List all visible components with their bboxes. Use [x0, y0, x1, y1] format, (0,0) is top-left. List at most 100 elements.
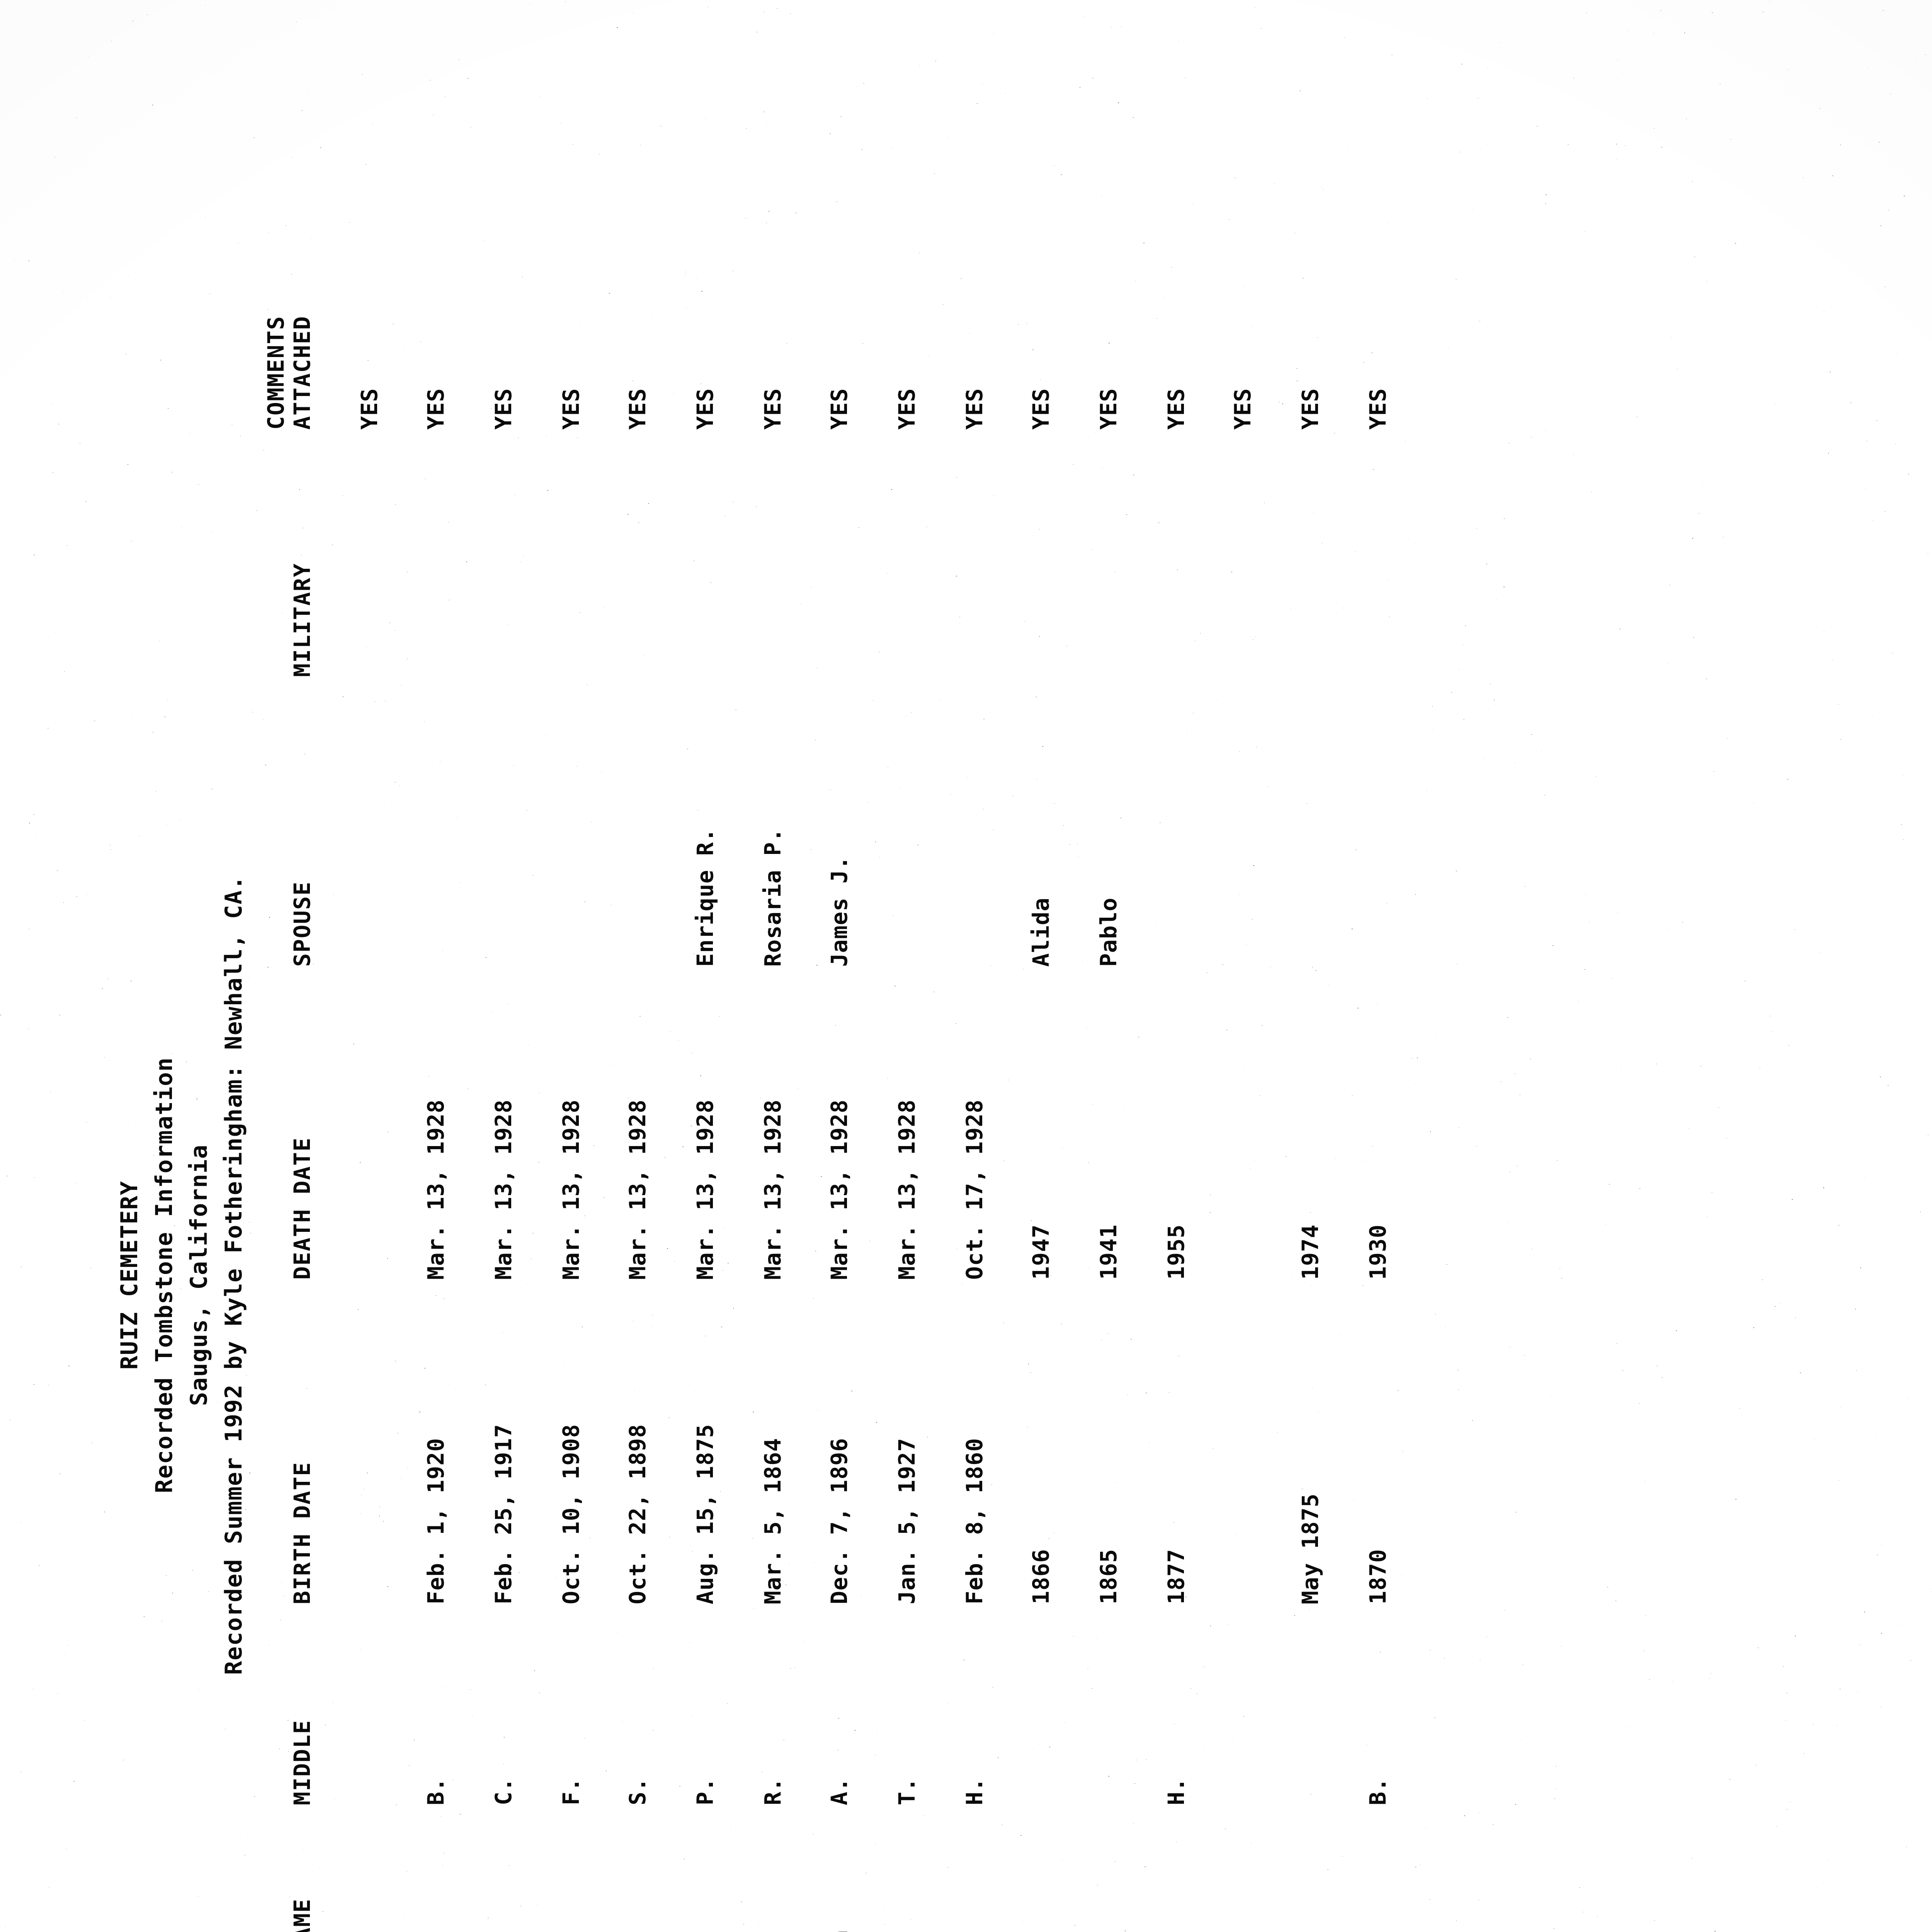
cell-death: 1941 [1095, 1224, 1122, 1280]
cell-birth: 1877 [1163, 1549, 1189, 1604]
cell-birth: Oct. 22, 1898 [624, 1424, 651, 1604]
cell-military [806, 430, 873, 677]
cell-first: Susana [402, 1805, 469, 1932]
cell-middle: B. [423, 1777, 449, 1805]
cell-spouse [470, 677, 537, 967]
cell-first: Joe [1277, 1805, 1344, 1932]
cell-first [336, 1805, 403, 1932]
cell-death: Mar. 13, 1928 [692, 1099, 718, 1280]
cell-first [1209, 1805, 1276, 1932]
cell-middle: P. [692, 1777, 718, 1805]
cell-spouse: Enrique R. [692, 828, 718, 967]
cell-birth: Aug. 15, 1875 [692, 1424, 718, 1604]
cell-death: Mar. 13, 1928 [624, 1099, 651, 1280]
cell-death: 1947 [1028, 1224, 1054, 1280]
cell-military [1344, 430, 1412, 677]
title-line-4: Recorded Summer 1992 by Kyle Fotheringha… [220, 875, 247, 1675]
cell-comments: YES [423, 388, 449, 430]
cell-death: 1974 [1297, 1224, 1323, 1280]
cell-comments: YES [1365, 388, 1391, 430]
cell-middle: B. [1365, 1777, 1391, 1805]
cell-first: Rosarita [806, 1805, 873, 1932]
cell-comments: YES [1230, 388, 1256, 430]
cell-middle: C. [490, 1777, 517, 1805]
cell-comments: YES [692, 388, 718, 430]
cell-comments: YES [558, 388, 584, 430]
cell-military [336, 430, 403, 677]
table-row: 09bAraujoAlida18651941PabloYES [1075, 252, 1142, 1932]
cell-comments: YES [826, 388, 852, 430]
cell-comments: YES [1095, 388, 1122, 430]
cell-military [739, 430, 806, 677]
cell-birth [1209, 1280, 1276, 1604]
col-header-first-name: FIRST NAME [263, 1805, 335, 1932]
cell-military [402, 430, 469, 677]
cell-military [1277, 430, 1344, 677]
tombstone-records-table: MAP# LAST NAME FIRST NAME MIDDLE BIRTH D… [263, 252, 1411, 1932]
cell-death [336, 967, 403, 1280]
cell-spouse: Rosaria P. [760, 828, 786, 967]
cell-birth: 1866 [1028, 1549, 1054, 1604]
cell-military [1143, 430, 1210, 677]
cell-military [1209, 430, 1276, 677]
col-header-birth-date: BIRTH DATE [289, 1461, 315, 1604]
cell-comments: YES [961, 388, 988, 430]
cell-first: N. [941, 1805, 1008, 1932]
cell-spouse [537, 677, 605, 967]
cell-spouse [1209, 677, 1276, 967]
cell-comments: YES [894, 388, 920, 430]
cell-military [604, 430, 671, 677]
cell-death: Oct. 17, 1928 [961, 1099, 988, 1280]
cell-middle [1075, 1604, 1142, 1805]
cell-military [873, 430, 940, 677]
report-title-block: RUIZ CEMETERY Recorded Tombstone Informa… [112, 116, 251, 1932]
cell-birth: May 1875 [1297, 1493, 1323, 1604]
cell-military [537, 430, 605, 677]
cell-middle: T. [894, 1777, 920, 1805]
cell-first: Pablo [1007, 1805, 1075, 1932]
cell-first: John [1143, 1805, 1210, 1932]
cell-birth: 1865 [1095, 1549, 1122, 1604]
cell-middle [1209, 1604, 1276, 1805]
cell-birth: 1870 [1365, 1549, 1391, 1604]
title-line-2: Recorded Tombstone Information [151, 1057, 178, 1493]
table-row: 09aAraujoPablo18661947AlidaYES [1008, 252, 1075, 1932]
table-row: 11YES [1209, 252, 1277, 1932]
col-header-comments-line1: COMMENTS [263, 315, 289, 430]
cell-death: 1955 [1163, 1224, 1189, 1280]
cell-middle: A. [826, 1777, 852, 1805]
cell-comments: YES [356, 388, 383, 430]
cell-death [1209, 967, 1276, 1280]
cell-military [470, 430, 537, 677]
cell-first: Roland [873, 1805, 940, 1932]
cell-birth: Jan. 5, 1927 [894, 1437, 920, 1604]
cell-military [1007, 430, 1075, 677]
cell-spouse [941, 677, 1008, 967]
cell-first: Enrique, [739, 1805, 806, 1932]
cell-birth: Mar. 5, 1864 [760, 1437, 786, 1604]
cell-military [1075, 430, 1142, 677]
cell-death: 1930 [1365, 1224, 1391, 1280]
col-header-death-date: DEATH DATE [289, 1137, 315, 1280]
cell-death: Mar. 13, 1928 [558, 1099, 584, 1280]
col-header-middle: MIDDLE [289, 1719, 315, 1805]
cell-comments: YES [490, 388, 517, 430]
cell-birth: Dec. 7, 1896 [826, 1437, 852, 1604]
cell-death: Mar. 13, 1928 [490, 1099, 517, 1280]
cell-comments: YES [624, 388, 651, 430]
cell-middle: H. [961, 1777, 988, 1805]
cell-death: Mar. 13, 1928 [423, 1099, 449, 1280]
title-line-3: Saugus, California [185, 1144, 213, 1406]
cell-military [941, 430, 1008, 677]
cell-spouse [1143, 677, 1210, 967]
cell-first: Martin [537, 1805, 605, 1932]
cell-death: Mar. 13, 1928 [760, 1099, 786, 1280]
